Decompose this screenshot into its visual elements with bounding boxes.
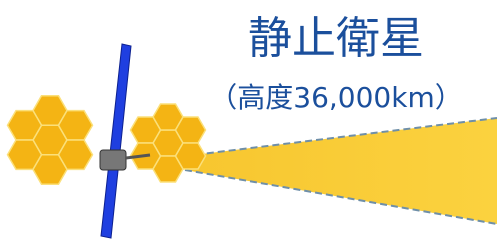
solar-panel (101, 44, 131, 238)
illustration: 静止衛星 （高度36,000km） (0, 0, 497, 241)
reflector-hex (59, 140, 93, 169)
subtitle: （高度36,000km） (209, 81, 462, 114)
reflectors (8, 96, 206, 184)
satellite-body (100, 150, 126, 170)
title: 静止衛星 (248, 13, 424, 64)
reflector-hex (8, 140, 42, 169)
reflector-hex (131, 117, 161, 143)
reflector-hex (59, 111, 93, 140)
beam (185, 118, 497, 224)
reflector-hex (176, 117, 206, 143)
reflector-hex (8, 111, 42, 140)
reflector-hex (176, 143, 206, 169)
